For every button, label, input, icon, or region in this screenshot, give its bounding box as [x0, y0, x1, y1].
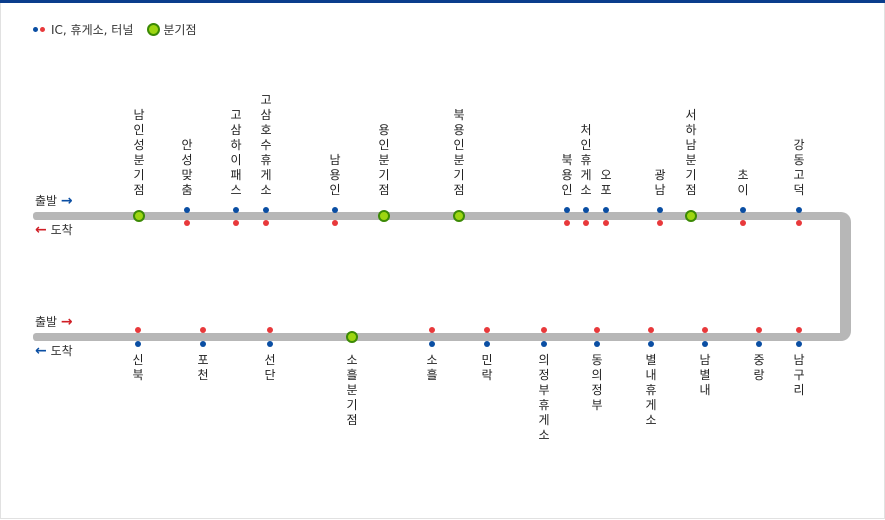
ic-dot-inbound[interactable] [135, 327, 141, 333]
ic-dot-outbound[interactable] [263, 207, 269, 213]
ic-dot-inbound[interactable] [429, 327, 435, 333]
ic-dot-inbound[interactable] [756, 327, 762, 333]
diagram-frame [0, 3, 885, 519]
station-label[interactable]: 처인휴게소 [580, 123, 592, 197]
lower-road [33, 333, 847, 341]
lower-arrival-label: ← 도착 [35, 344, 73, 358]
legend-red-dot-icon [40, 26, 45, 32]
ic-dot-inbound[interactable] [267, 327, 273, 333]
arrow-left-icon: ← [35, 222, 47, 238]
ic-dot-inbound[interactable] [796, 327, 802, 333]
junction-marker[interactable] [133, 210, 145, 222]
station-label[interactable]: 용인분기점 [378, 123, 390, 197]
arrow-right-icon: → [60, 314, 73, 330]
station-label[interactable]: 소흘 [426, 353, 438, 382]
legend-junction-icon [147, 22, 161, 36]
station-label[interactable]: 포천 [197, 353, 209, 382]
ic-dot-outbound[interactable] [541, 341, 547, 347]
ic-dot-inbound[interactable] [541, 327, 547, 333]
arrow-right-icon: → [60, 193, 73, 209]
upper-departure-label: 출발 → [35, 194, 73, 208]
junction-marker[interactable] [453, 210, 465, 222]
ic-dot-inbound[interactable] [564, 220, 570, 226]
ic-dot-outbound[interactable] [135, 341, 141, 347]
station-label[interactable]: 남별내 [699, 353, 711, 397]
station-label[interactable]: 남인성분기점 [133, 108, 145, 197]
ic-dot-outbound[interactable] [648, 341, 654, 347]
arrow-left-icon: ← [35, 343, 47, 359]
station-label[interactable]: 의정부휴게소 [538, 353, 550, 442]
lower-departure-label: 출발 → [35, 315, 73, 329]
ic-dot-inbound[interactable] [796, 220, 802, 226]
ic-dot-outbound[interactable] [564, 207, 570, 213]
station-label[interactable]: 광남 [654, 168, 666, 197]
ic-dot-inbound[interactable] [484, 327, 490, 333]
top-accent-bar [0, 0, 885, 3]
ic-dot-inbound[interactable] [583, 220, 589, 226]
station-label[interactable]: 초이 [737, 168, 749, 197]
station-label[interactable]: 강동고덕 [793, 138, 805, 197]
station-label[interactable]: 동의정부 [591, 353, 603, 412]
ic-dot-outbound[interactable] [484, 341, 490, 347]
road-turn [840, 212, 851, 341]
ic-dot-outbound[interactable] [233, 207, 239, 213]
ic-dot-outbound[interactable] [756, 341, 762, 347]
junction-marker[interactable] [346, 331, 358, 343]
ic-dot-inbound[interactable] [648, 327, 654, 333]
ic-dot-outbound[interactable] [796, 207, 802, 213]
upper-departure-text: 출발 [35, 194, 58, 208]
ic-dot-outbound[interactable] [429, 341, 435, 347]
ic-dot-inbound[interactable] [200, 327, 206, 333]
ic-dot-outbound[interactable] [740, 207, 746, 213]
ic-dot-outbound[interactable] [184, 207, 190, 213]
lower-departure-text: 출발 [35, 315, 58, 329]
station-label[interactable]: 선단 [264, 353, 276, 382]
upper-arrival-text: 도착 [50, 223, 73, 237]
legend-junction-label: 분기점 [163, 22, 197, 37]
legend: IC, 휴게소, 터널 분기점 [33, 20, 197, 38]
upper-road [33, 212, 847, 220]
station-label[interactable]: 고삼호수휴게소 [260, 93, 272, 197]
ic-dot-outbound[interactable] [332, 207, 338, 213]
station-label[interactable]: 신북 [132, 353, 144, 382]
legend-ic-label: IC, 휴게소, 터널 [51, 22, 134, 37]
ic-dot-inbound[interactable] [594, 327, 600, 333]
station-label[interactable]: 북용인분기점 [453, 108, 465, 197]
station-label[interactable]: 중랑 [753, 353, 765, 382]
ic-dot-outbound[interactable] [594, 341, 600, 347]
legend-blue-dot-icon [33, 26, 38, 32]
station-label[interactable]: 별내휴게소 [645, 353, 657, 427]
ic-dot-inbound[interactable] [657, 220, 663, 226]
ic-dot-outbound[interactable] [702, 341, 708, 347]
ic-dot-inbound[interactable] [740, 220, 746, 226]
ic-dot-outbound[interactable] [200, 341, 206, 347]
junction-marker[interactable] [378, 210, 390, 222]
station-label[interactable]: 북용인 [561, 153, 573, 197]
ic-dot-inbound[interactable] [184, 220, 190, 226]
ic-dot-outbound[interactable] [657, 207, 663, 213]
station-label[interactable]: 남구리 [793, 353, 805, 397]
ic-dot-inbound[interactable] [702, 327, 708, 333]
ic-dot-outbound[interactable] [267, 341, 273, 347]
station-label[interactable]: 민락 [481, 353, 493, 382]
station-label[interactable]: 소흘분기점 [346, 353, 358, 427]
ic-dot-inbound[interactable] [332, 220, 338, 226]
ic-dot-inbound[interactable] [233, 220, 239, 226]
ic-dot-inbound[interactable] [263, 220, 269, 226]
station-label[interactable]: 오포 [600, 168, 612, 197]
upper-arrival-label: ← 도착 [35, 223, 73, 237]
ic-dot-outbound[interactable] [583, 207, 589, 213]
ic-dot-outbound[interactable] [603, 207, 609, 213]
station-label[interactable]: 남용인 [329, 153, 341, 197]
lower-arrival-text: 도착 [50, 344, 73, 358]
station-label[interactable]: 서하남분기점 [685, 108, 697, 197]
ic-dot-outbound[interactable] [796, 341, 802, 347]
ic-dot-inbound[interactable] [603, 220, 609, 226]
junction-marker[interactable] [685, 210, 697, 222]
station-label[interactable]: 고삼하이패스 [230, 108, 242, 197]
station-label[interactable]: 안성맞춤 [181, 138, 193, 197]
